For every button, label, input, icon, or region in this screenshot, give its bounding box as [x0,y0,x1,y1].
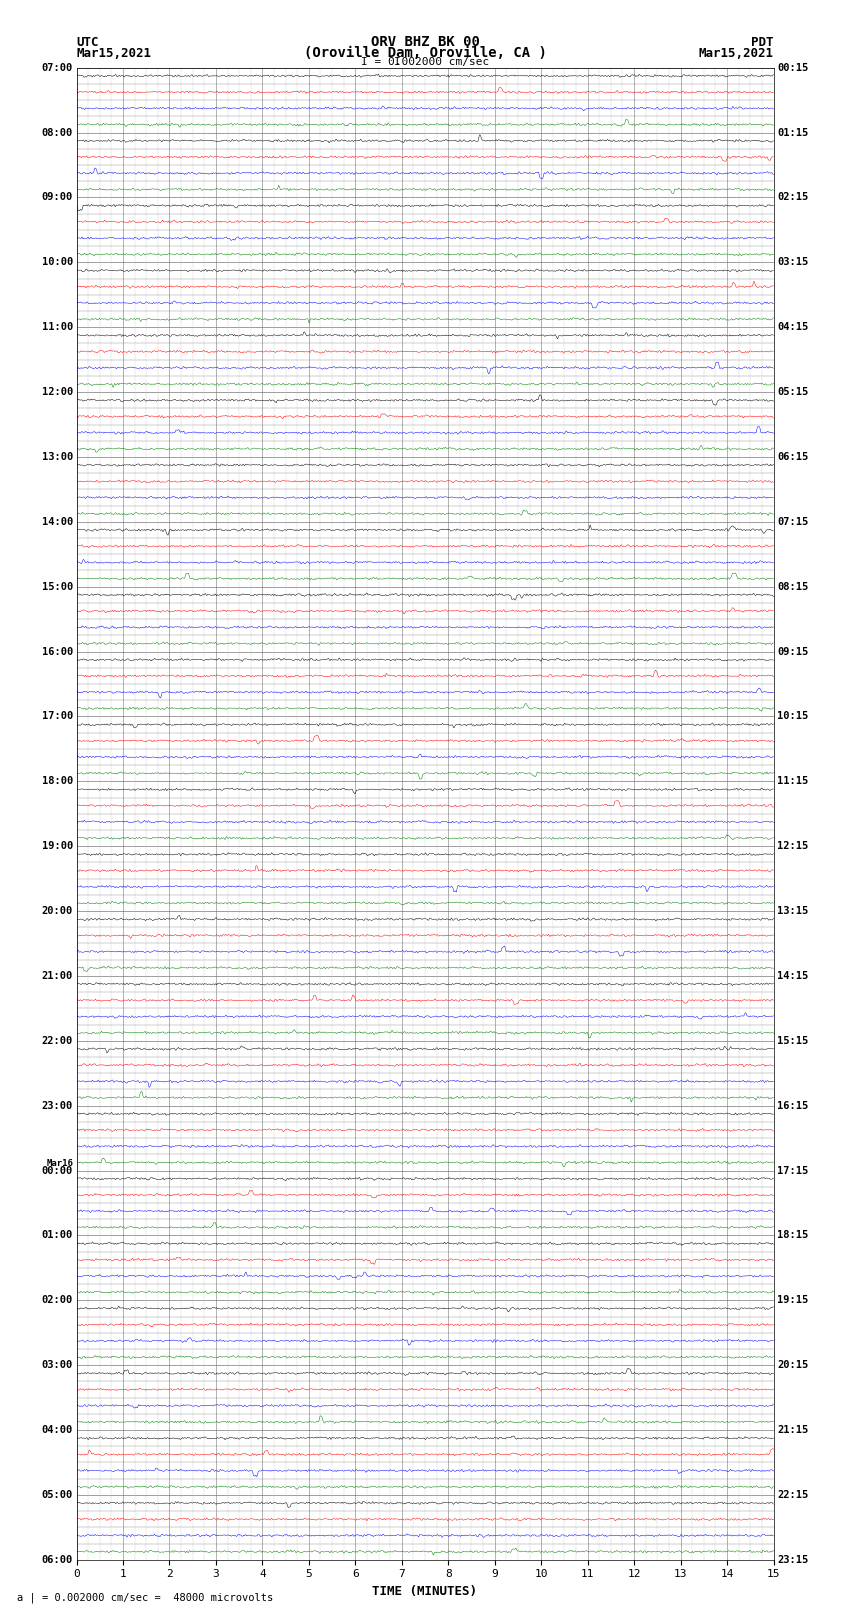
Text: 12:15: 12:15 [777,842,808,852]
Text: 13:00: 13:00 [42,452,73,461]
Text: 01:15: 01:15 [777,127,808,137]
Text: 05:00: 05:00 [42,1490,73,1500]
Text: 20:00: 20:00 [42,907,73,916]
Text: 19:15: 19:15 [777,1295,808,1305]
Text: Mar15,2021: Mar15,2021 [699,47,774,60]
Text: 02:15: 02:15 [777,192,808,203]
Text: 21:00: 21:00 [42,971,73,981]
Text: 06:15: 06:15 [777,452,808,461]
Text: 02:00: 02:00 [42,1295,73,1305]
Text: 09:00: 09:00 [42,192,73,203]
Text: 00:15: 00:15 [777,63,808,73]
Text: 08:15: 08:15 [777,582,808,592]
Text: 11:00: 11:00 [42,323,73,332]
Text: 14:00: 14:00 [42,516,73,527]
X-axis label: TIME (MINUTES): TIME (MINUTES) [372,1586,478,1598]
Text: 19:00: 19:00 [42,842,73,852]
Text: 16:00: 16:00 [42,647,73,656]
Text: 14:15: 14:15 [777,971,808,981]
Text: 20:15: 20:15 [777,1360,808,1369]
Text: 22:15: 22:15 [777,1490,808,1500]
Text: 09:15: 09:15 [777,647,808,656]
Text: 18:00: 18:00 [42,776,73,786]
Text: 04:00: 04:00 [42,1424,73,1436]
Text: 17:00: 17:00 [42,711,73,721]
Text: 00:00: 00:00 [42,1166,73,1176]
Text: 23:15: 23:15 [777,1555,808,1565]
Text: 04:15: 04:15 [777,323,808,332]
Text: 21:15: 21:15 [777,1424,808,1436]
Text: 13:15: 13:15 [777,907,808,916]
Text: Mar15,2021: Mar15,2021 [76,47,151,60]
Text: a | = 0.002000 cm/sec =  48000 microvolts: a | = 0.002000 cm/sec = 48000 microvolts [17,1592,273,1603]
Text: 18:15: 18:15 [777,1231,808,1240]
Text: (Oroville Dam, Oroville, CA ): (Oroville Dam, Oroville, CA ) [303,45,547,60]
Text: 03:00: 03:00 [42,1360,73,1369]
Text: 06:00: 06:00 [42,1555,73,1565]
Text: 07:15: 07:15 [777,516,808,527]
Text: 17:15: 17:15 [777,1166,808,1176]
Text: PDT: PDT [751,35,774,50]
Text: 05:15: 05:15 [777,387,808,397]
Text: 15:15: 15:15 [777,1036,808,1045]
Text: 11:15: 11:15 [777,776,808,786]
Text: 23:00: 23:00 [42,1100,73,1111]
Text: 22:00: 22:00 [42,1036,73,1045]
Text: I = 0.002000 cm/sec: I = 0.002000 cm/sec [361,56,489,66]
Text: ORV BHZ BK 00: ORV BHZ BK 00 [371,35,479,50]
Text: Mar16: Mar16 [46,1160,73,1168]
Text: 08:00: 08:00 [42,127,73,137]
Text: 03:15: 03:15 [777,258,808,268]
Text: I: I [394,56,400,66]
Text: 10:00: 10:00 [42,258,73,268]
Text: UTC: UTC [76,35,99,50]
Text: 07:00: 07:00 [42,63,73,73]
Text: 15:00: 15:00 [42,582,73,592]
Text: 12:00: 12:00 [42,387,73,397]
Text: 10:15: 10:15 [777,711,808,721]
Text: 01:00: 01:00 [42,1231,73,1240]
Text: 16:15: 16:15 [777,1100,808,1111]
